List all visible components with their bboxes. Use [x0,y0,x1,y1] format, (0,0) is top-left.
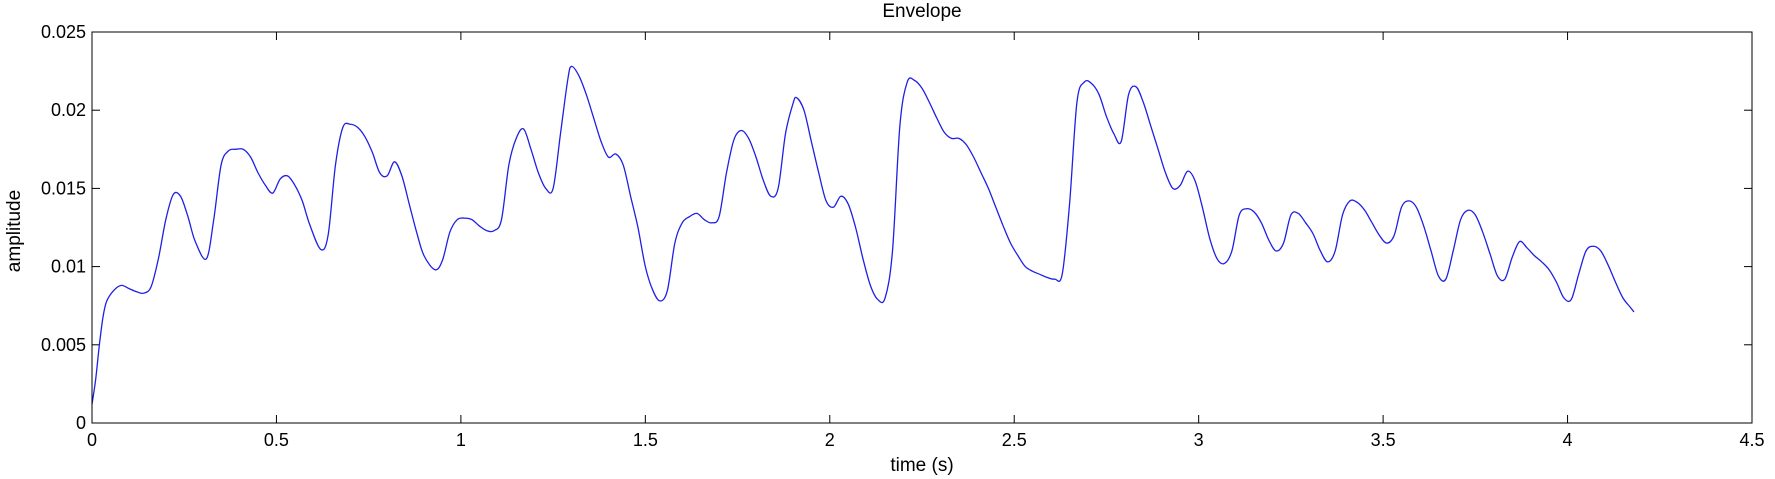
x-tick-label: 2.5 [1002,430,1027,450]
x-tick-label: 0 [87,430,97,450]
x-tick-label: 3.5 [1371,430,1396,450]
plot-frame [91,31,1753,424]
y-axis-ticks: 0 0.005 0.01 0.015 0.02 0.025 [41,22,1752,433]
chart-title: Envelope [882,1,961,22]
x-axis-ticks: 0 0.5 1 1.5 2 2.5 3 3.5 4 4.5 [87,32,1765,450]
x-tick-label: 1 [456,430,466,450]
y-axis-label: amplitude [4,190,25,272]
envelope-series-line [91,65,1635,405]
y-tick-label: 0.025 [41,22,86,42]
x-tick-label: 4 [1563,430,1573,450]
x-tick-label: 3 [1194,430,1204,450]
x-tick-label: 1.5 [633,430,658,450]
y-tick-label: 0.02 [51,100,86,120]
x-axis-label: time (s) [890,455,953,476]
y-tick-label: 0.015 [41,178,86,198]
y-tick-label: 0.005 [41,335,86,355]
y-tick-label: 0 [76,413,86,433]
x-tick-label: 0.5 [264,430,289,450]
x-tick-label: 4.5 [1739,430,1764,450]
x-tick-label: 2 [825,430,835,450]
y-tick-label: 0.01 [51,257,86,277]
